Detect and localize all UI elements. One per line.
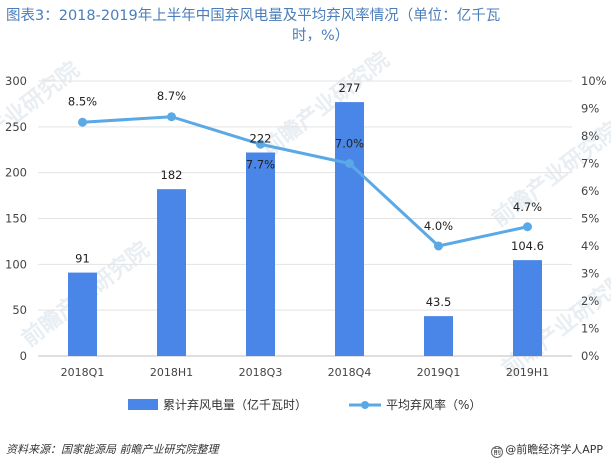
- right-axis-tick-label: 1%: [581, 322, 599, 336]
- x-axis-category-label: 2019Q1: [417, 366, 461, 379]
- left-axis-tick-label: 0: [20, 349, 27, 363]
- brand-text: @前瞻经济学人APP: [505, 443, 603, 456]
- right-axis-tick-label: 5%: [581, 212, 599, 226]
- left-axis-tick-label: 200: [5, 166, 27, 180]
- bar-value-label: 43.5: [426, 295, 452, 309]
- right-axis-tick-label: 4%: [581, 239, 599, 253]
- rate-point-2018Q3: [256, 139, 265, 149]
- brand-credit: 前 @前瞻经济学人APP: [491, 441, 603, 458]
- bar-value-label: 91: [75, 252, 90, 266]
- x-axis-category-label: 2018Q3: [239, 366, 283, 379]
- chart-title-line-1: 图表3：2018-2019年上半年中国弃风电量及平均弃风率情况（单位：亿千瓦: [6, 8, 501, 24]
- right-axis-tick-label: 6%: [581, 184, 599, 198]
- chart-title: 图表3：2018-2019年上半年中国弃风电量及平均弃风率情况（单位：亿千瓦 时…: [6, 6, 606, 46]
- bar-2019Q1: [424, 316, 453, 356]
- rate-value-label: 4.0%: [424, 219, 453, 233]
- left-axis-tick-label: 150: [5, 212, 27, 226]
- bar-value-label: 277: [339, 81, 361, 95]
- legend-line-dot: [361, 401, 369, 409]
- bars-layer: [68, 102, 542, 356]
- rate-point-2018Q1: [78, 117, 87, 127]
- bar-2018H1: [157, 189, 186, 356]
- bar-value-label: 182: [161, 168, 183, 182]
- right-axis-tick-label: 7%: [581, 157, 599, 171]
- right-axis-tick-label: 2%: [581, 294, 599, 308]
- axes-layer: 0 50 100 150 200 250 300 0% 1% 2% 3% 4% 5% 6% 7% 8% 9% 10…: [5, 74, 607, 379]
- rate-value-label: 7.0%: [335, 137, 364, 151]
- brand-logo-icon: 前: [491, 446, 504, 458]
- right-axis-tick-label: 8%: [581, 129, 599, 143]
- watermark-text: 前瞻产业研究院: [257, 47, 394, 162]
- bar-2019H1: [513, 260, 542, 356]
- chart-title-line-2: 时，%）: [292, 28, 350, 44]
- bar-value-label: 104.6: [511, 239, 544, 253]
- left-axis-tick-label: 50: [12, 303, 27, 317]
- bar-2018Q4: [335, 102, 364, 356]
- left-axis-tick-label: 100: [5, 257, 27, 271]
- rate-value-label: 4.7%: [513, 200, 542, 214]
- rate-point-2019H1: [523, 222, 532, 232]
- rate-value-label: 8.7%: [157, 89, 186, 103]
- grid-layer: [38, 80, 572, 357]
- source-note: 资料来源：国家能源局 前瞻产业研究院整理: [6, 443, 219, 456]
- bar-2018Q3: [246, 152, 275, 356]
- right-axis-tick-label: 3%: [581, 267, 599, 281]
- left-axis-tick-label: 300: [5, 74, 27, 88]
- bar-2018Q1: [68, 272, 97, 356]
- rate-point-2018H1: [167, 112, 176, 122]
- rate-point-2019Q1: [434, 241, 443, 251]
- x-axis-category-label: 2018Q4: [328, 366, 372, 379]
- rate-line: [82, 115, 528, 248]
- left-axis-tick-label: 250: [5, 120, 27, 134]
- x-axis-category-label: 2019H1: [506, 366, 549, 379]
- rate-value-label: 7.7%: [246, 157, 275, 171]
- line-layer: [78, 112, 532, 251]
- bar-value-label: 222: [250, 132, 272, 146]
- legend-bar-label: 累计弃风电量（亿千瓦时）: [163, 397, 307, 412]
- rate-point-2018Q4: [345, 159, 354, 168]
- right-axis-tick-label: 0%: [581, 349, 599, 363]
- right-axis-tick-label: 10%: [581, 74, 607, 88]
- x-axis-category-label: 2018Q1: [61, 366, 105, 379]
- legend-line-label: 平均弃风率（%）: [386, 397, 481, 412]
- right-axis-tick-label: 9%: [581, 102, 599, 116]
- labels-layer: 91 182 222 277 43.5 104.6 8.5% 8.7% 7.7% 7.0% 4.0%…: [68, 81, 544, 309]
- legend-bar-marker: [128, 399, 158, 410]
- x-axis-category-label: 2018H1: [150, 366, 193, 379]
- rate-value-label: 8.5%: [68, 94, 97, 108]
- legend: 累计弃风电量（亿千瓦时） 平均弃风率（%）: [128, 397, 481, 412]
